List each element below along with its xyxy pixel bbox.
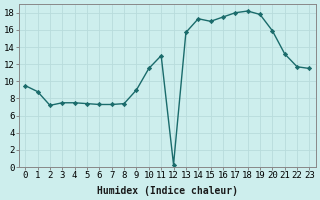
X-axis label: Humidex (Indice chaleur): Humidex (Indice chaleur) bbox=[97, 186, 238, 196]
